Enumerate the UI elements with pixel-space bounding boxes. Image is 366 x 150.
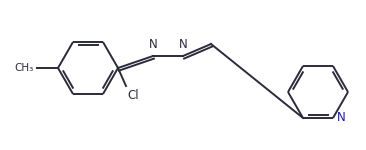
Text: N: N [149, 38, 157, 51]
Text: Cl: Cl [127, 89, 139, 102]
Text: N: N [179, 38, 187, 51]
Text: CH₃: CH₃ [15, 63, 34, 73]
Text: N: N [337, 111, 346, 124]
